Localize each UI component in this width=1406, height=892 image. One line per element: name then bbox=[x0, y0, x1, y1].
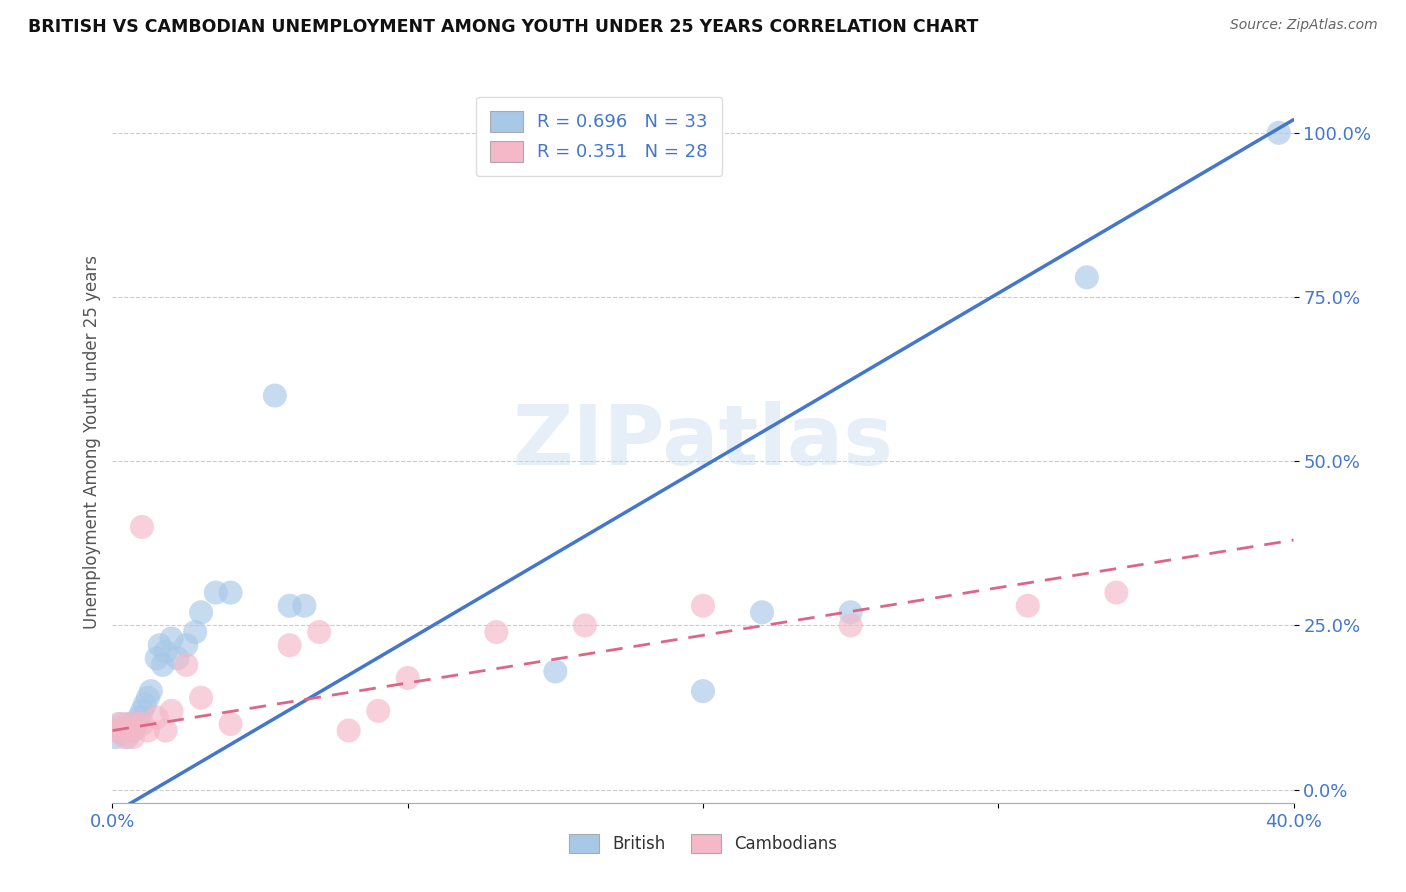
Y-axis label: Unemployment Among Youth under 25 years: Unemployment Among Youth under 25 years bbox=[83, 254, 101, 629]
Point bbox=[1105, 585, 1128, 599]
Point bbox=[190, 605, 212, 619]
Point bbox=[574, 618, 596, 632]
Point bbox=[544, 665, 567, 679]
Point bbox=[160, 704, 183, 718]
Text: Source: ZipAtlas.com: Source: ZipAtlas.com bbox=[1230, 18, 1378, 32]
Point bbox=[120, 723, 142, 738]
Point bbox=[278, 599, 301, 613]
Point bbox=[337, 723, 360, 738]
Point bbox=[149, 638, 172, 652]
Point bbox=[205, 585, 228, 599]
Point bbox=[112, 730, 135, 744]
Point bbox=[190, 690, 212, 705]
Point bbox=[104, 723, 127, 738]
Point bbox=[125, 717, 148, 731]
Point bbox=[110, 723, 132, 738]
Point bbox=[131, 717, 153, 731]
Legend: British, Cambodians: British, Cambodians bbox=[562, 827, 844, 860]
Text: BRITISH VS CAMBODIAN UNEMPLOYMENT AMONG YOUTH UNDER 25 YEARS CORRELATION CHART: BRITISH VS CAMBODIAN UNEMPLOYMENT AMONG … bbox=[28, 18, 979, 36]
Point bbox=[136, 723, 159, 738]
Point bbox=[131, 704, 153, 718]
Text: ZIPatlas: ZIPatlas bbox=[513, 401, 893, 482]
Point bbox=[139, 684, 162, 698]
Point bbox=[692, 684, 714, 698]
Point bbox=[120, 717, 142, 731]
Point bbox=[692, 599, 714, 613]
Point bbox=[128, 710, 150, 724]
Point bbox=[136, 690, 159, 705]
Point bbox=[134, 698, 156, 712]
Point bbox=[219, 585, 242, 599]
Point bbox=[117, 717, 138, 731]
Point bbox=[1268, 126, 1291, 140]
Point bbox=[152, 657, 174, 672]
Point bbox=[104, 730, 127, 744]
Point bbox=[122, 723, 145, 738]
Point bbox=[110, 717, 132, 731]
Point bbox=[751, 605, 773, 619]
Point bbox=[184, 625, 207, 640]
Point bbox=[485, 625, 508, 640]
Point bbox=[396, 671, 419, 685]
Point bbox=[1076, 270, 1098, 285]
Point bbox=[166, 651, 188, 665]
Point bbox=[107, 717, 129, 731]
Point bbox=[117, 730, 138, 744]
Point bbox=[122, 730, 145, 744]
Point bbox=[155, 723, 177, 738]
Point bbox=[278, 638, 301, 652]
Point bbox=[367, 704, 389, 718]
Point bbox=[146, 651, 169, 665]
Point bbox=[839, 605, 862, 619]
Point bbox=[264, 388, 287, 402]
Point bbox=[174, 657, 197, 672]
Point bbox=[146, 710, 169, 724]
Point bbox=[839, 618, 862, 632]
Point bbox=[308, 625, 330, 640]
Point bbox=[107, 723, 129, 738]
Point bbox=[292, 599, 315, 613]
Point bbox=[125, 717, 148, 731]
Point bbox=[131, 520, 153, 534]
Point bbox=[112, 723, 135, 738]
Point bbox=[219, 717, 242, 731]
Point bbox=[160, 632, 183, 646]
Point bbox=[1017, 599, 1039, 613]
Point bbox=[174, 638, 197, 652]
Point bbox=[155, 645, 177, 659]
